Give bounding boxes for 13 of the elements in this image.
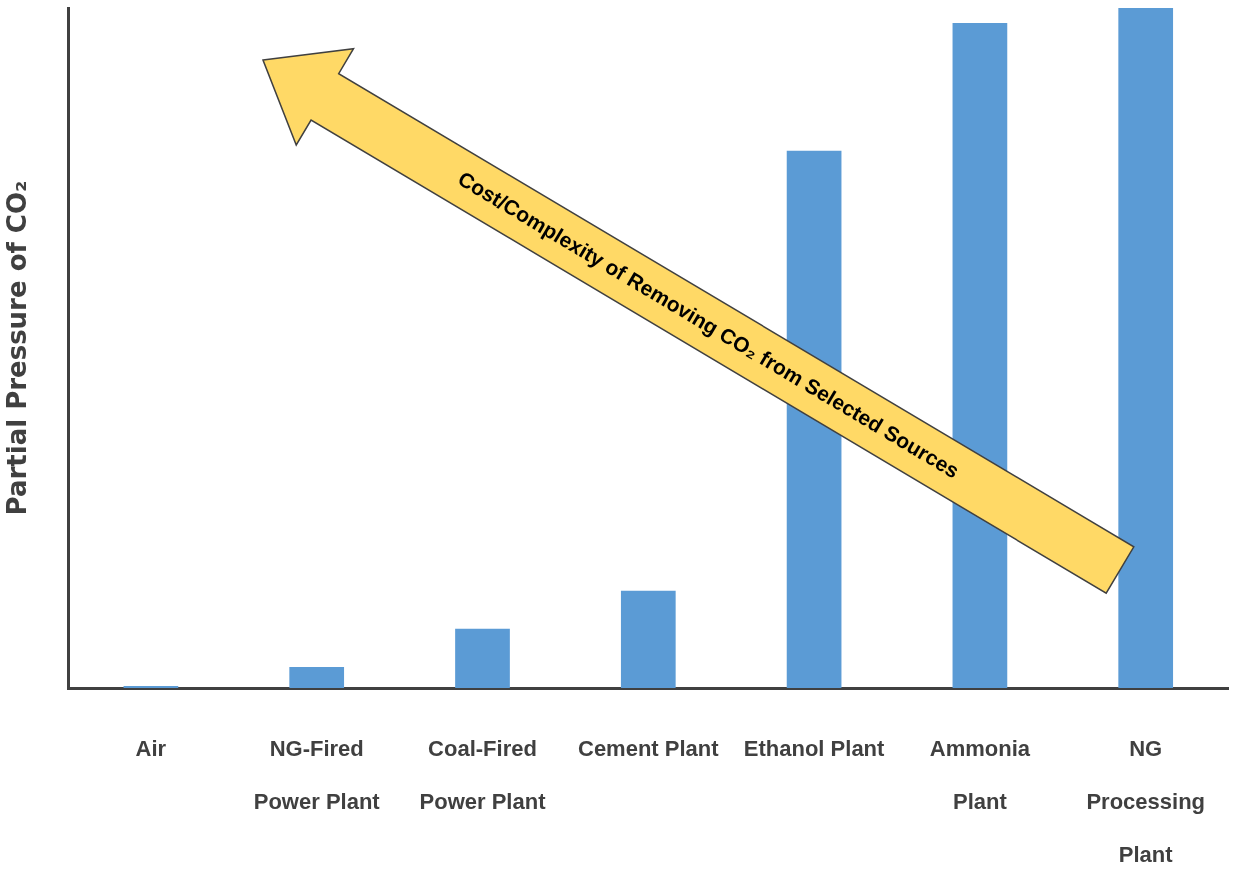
bar [1118,8,1174,688]
category-label: Coal-Fired Power Plant [419,736,546,815]
bar [289,666,345,688]
x-tick-label: Air [135,736,167,762]
category-label: NG-Fired Power Plant [253,736,380,815]
category-label: Ammonia Plant [929,736,1031,815]
x-tick-label: Cement Plant [578,736,720,762]
category-label: NG Processing Plant [1086,736,1205,868]
bar [455,628,510,688]
bar [123,685,179,688]
x-tick-label: Ethanol Plant [743,736,886,762]
y-axis-title: Partial Pressure of CO₂ [2,180,33,516]
bar [620,590,676,688]
